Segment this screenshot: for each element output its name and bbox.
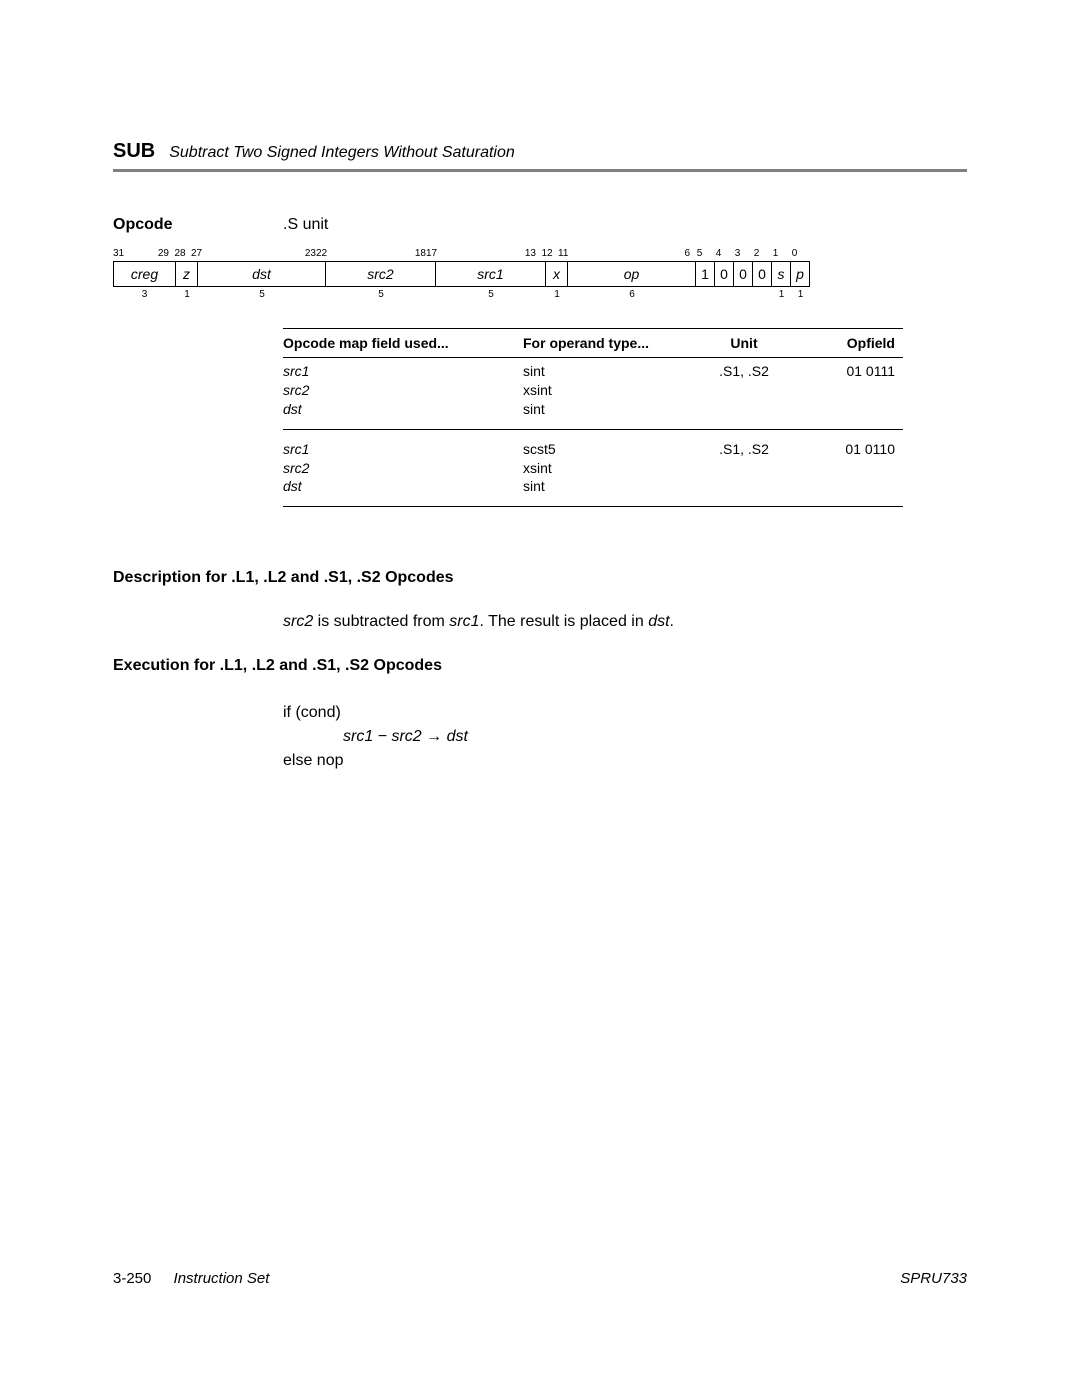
bitfield-widths: 315551611 bbox=[113, 289, 967, 300]
bitfield-cell: src1 bbox=[436, 261, 546, 287]
opcode-unit: .S unit bbox=[283, 216, 328, 234]
execution-heading: Execution for .L1, .L2 and .S1, .S2 Opco… bbox=[113, 657, 967, 675]
bitfield-width: 5 bbox=[436, 289, 546, 300]
bitnum: 23 bbox=[211, 248, 316, 259]
bitnum: 2 bbox=[747, 248, 766, 259]
text: . The result is placed in bbox=[480, 613, 649, 630]
bitfield-cell: 1 bbox=[696, 261, 715, 287]
bitnum: 17 bbox=[426, 248, 450, 259]
bitfield-cell: p bbox=[791, 261, 810, 287]
bitnum: 28 bbox=[169, 248, 191, 259]
bitnum: 5 bbox=[690, 248, 709, 259]
bitfield-cell: 0 bbox=[753, 261, 772, 287]
bitnum: 22 bbox=[316, 248, 340, 259]
bitfield-cell: 0 bbox=[734, 261, 753, 287]
page-footer: 3-250 Instruction Set SPRU733 bbox=[113, 1270, 967, 1287]
bitnum: 18 bbox=[340, 248, 426, 259]
bitfield-cell: x bbox=[546, 261, 568, 287]
opmap-types: scst5xsintsint bbox=[523, 429, 698, 507]
bitfield-boxes: cregzdstsrc2src1xop1000sp bbox=[113, 261, 967, 287]
opmap-types: sintxsintsint bbox=[523, 358, 698, 430]
bitfield-cell: s bbox=[772, 261, 791, 287]
bitfield-width: 1 bbox=[791, 289, 810, 300]
bitnum: 27 bbox=[191, 248, 211, 259]
exec-line: if (cond) bbox=[283, 701, 967, 725]
description-heading: Description for .L1, .L2 and .S1, .S2 Op… bbox=[113, 569, 967, 587]
opmap-unit: .S1, .S2 bbox=[698, 429, 798, 507]
opcode-section: Opcode .S unit bbox=[113, 216, 967, 234]
instruction-mnemonic: SUB bbox=[113, 140, 155, 163]
opmap-unit: .S1, .S2 bbox=[698, 358, 798, 430]
operand-dst: dst bbox=[648, 613, 669, 630]
bitnum: 29 bbox=[125, 248, 169, 259]
footer-left: 3-250 Instruction Set bbox=[113, 1270, 269, 1287]
bitnum: 13 bbox=[450, 248, 536, 259]
bitfield-width: 1 bbox=[546, 289, 568, 300]
bitfield-width: 3 bbox=[113, 289, 176, 300]
operand-src1: src1 bbox=[449, 613, 479, 630]
bitnum: 11 bbox=[558, 248, 578, 259]
bitfield-cell: creg bbox=[113, 261, 176, 287]
col-header: Opfield bbox=[798, 329, 903, 358]
table-header-row: Opcode map field used... For operand typ… bbox=[283, 329, 903, 358]
bitfield-diagram: 31 29 28 27 23 22 18 17 13 12 11 6 5 4 3… bbox=[113, 248, 967, 300]
bitfield-cell: 0 bbox=[715, 261, 734, 287]
col-header: Unit bbox=[698, 329, 798, 358]
instruction-subtitle: Subtract Two Signed Integers Without Sat… bbox=[169, 144, 515, 162]
opmap-opfield: 01 0111 bbox=[798, 358, 903, 430]
bitnum: 6 bbox=[578, 248, 690, 259]
opcode-map-table: Opcode map field used... For operand typ… bbox=[283, 328, 903, 507]
bitfield-width: 5 bbox=[326, 289, 436, 300]
opmap-opfield: 01 0110 bbox=[798, 429, 903, 507]
bitnum: 0 bbox=[785, 248, 804, 259]
bitnum: 31 bbox=[113, 248, 125, 259]
bitnum: 4 bbox=[709, 248, 728, 259]
bitfield-cell: op bbox=[568, 261, 696, 287]
bitfield-cell: dst bbox=[198, 261, 326, 287]
text: is subtracted from bbox=[313, 613, 449, 630]
bitnum: 12 bbox=[536, 248, 558, 259]
col-header: Opcode map field used... bbox=[283, 329, 523, 358]
exec-line: src1 − src2 → dst bbox=[343, 725, 967, 749]
opcode-label: Opcode bbox=[113, 216, 283, 234]
execution-block: if (cond) src1 − src2 → dst else nop bbox=[283, 701, 967, 773]
page-header: SUB Subtract Two Signed Integers Without… bbox=[113, 140, 967, 172]
opmap-fields: src1src2dst bbox=[283, 358, 523, 430]
bitfield-cell: z bbox=[176, 261, 198, 287]
page-number: 3-250 bbox=[113, 1270, 151, 1287]
doc-id: SPRU733 bbox=[900, 1270, 967, 1287]
description-text: src2 is subtracted from src1. The result… bbox=[283, 613, 967, 631]
bit-numbers-top: 31 29 28 27 23 22 18 17 13 12 11 6 5 4 3… bbox=[113, 248, 967, 259]
col-header: For operand type... bbox=[523, 329, 698, 358]
bitfield-width bbox=[753, 289, 772, 300]
bitfield-width bbox=[734, 289, 753, 300]
section-name: Instruction Set bbox=[174, 1270, 270, 1287]
bitfield-width: 6 bbox=[568, 289, 696, 300]
bitnum: 3 bbox=[728, 248, 747, 259]
operand-src2: src2 bbox=[283, 613, 313, 630]
bitfield-width: 1 bbox=[176, 289, 198, 300]
table-row: src1src2dstscst5xsintsint.S1, .S201 0110 bbox=[283, 429, 903, 507]
bitfield-width bbox=[696, 289, 715, 300]
bitnum: 1 bbox=[766, 248, 785, 259]
bitfield-width bbox=[715, 289, 734, 300]
table-row: src1src2dstsintxsintsint.S1, .S201 0111 bbox=[283, 358, 903, 430]
bitfield-width: 1 bbox=[772, 289, 791, 300]
bitfield-width: 5 bbox=[198, 289, 326, 300]
opmap-fields: src1src2dst bbox=[283, 429, 523, 507]
text: . bbox=[670, 613, 674, 630]
bitfield-cell: src2 bbox=[326, 261, 436, 287]
page: SUB Subtract Two Signed Integers Without… bbox=[0, 0, 1080, 773]
exec-line: else nop bbox=[283, 749, 967, 773]
